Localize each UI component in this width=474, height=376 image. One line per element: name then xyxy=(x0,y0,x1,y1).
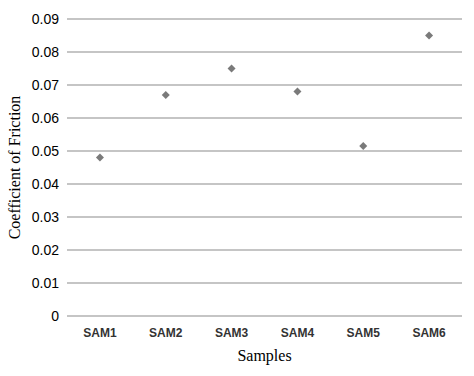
x-tick-label: SAM4 xyxy=(281,326,315,340)
data-point xyxy=(228,65,236,73)
y-axis-title: Coefficient of Friction xyxy=(6,96,23,240)
data-point xyxy=(162,91,170,99)
y-tick-label: 0.03 xyxy=(32,209,59,225)
x-tick-label: SAM1 xyxy=(83,326,117,340)
y-tick-label: 0 xyxy=(51,308,59,324)
y-tick-label: 0.09 xyxy=(32,11,59,27)
grid-line xyxy=(67,150,462,151)
grid-line xyxy=(67,183,462,184)
chart-container: 0 0.01 0.02 0.03 0.04 0.05 0.06 0.07 0.08 0.09 SAM… xyxy=(0,0,474,376)
data-point xyxy=(96,154,104,162)
x-tick-label: SAM2 xyxy=(149,326,183,340)
grid-line xyxy=(67,282,462,283)
x-tick-label: SAM5 xyxy=(347,326,381,340)
data-point xyxy=(425,32,433,40)
x-tick-label: SAM6 xyxy=(412,326,446,340)
y-tick-label: 0.05 xyxy=(32,143,59,159)
grid-line xyxy=(67,315,462,316)
grid-line xyxy=(67,249,462,250)
plot-area xyxy=(96,32,433,162)
data-point xyxy=(359,142,367,150)
grid-line xyxy=(67,18,462,19)
y-tick-label: 0.04 xyxy=(32,176,59,192)
grid-line xyxy=(67,84,462,85)
y-tick-label: 0.02 xyxy=(32,242,59,258)
y-tick-label: 0.07 xyxy=(32,77,59,93)
chart-svg: 0 0.01 0.02 0.03 0.04 0.05 0.06 0.07 0.08 0.09 SAM… xyxy=(0,0,474,376)
grid-line xyxy=(67,216,462,217)
data-point xyxy=(293,88,301,96)
y-tick-label: 0.06 xyxy=(32,110,59,126)
y-tick-label: 0.01 xyxy=(32,275,59,291)
x-axis-title: Samples xyxy=(237,347,291,365)
x-tick-label: SAM3 xyxy=(215,326,249,340)
grid-line xyxy=(67,51,462,52)
grid-line xyxy=(67,117,462,118)
y-tick-label: 0.08 xyxy=(32,44,59,60)
